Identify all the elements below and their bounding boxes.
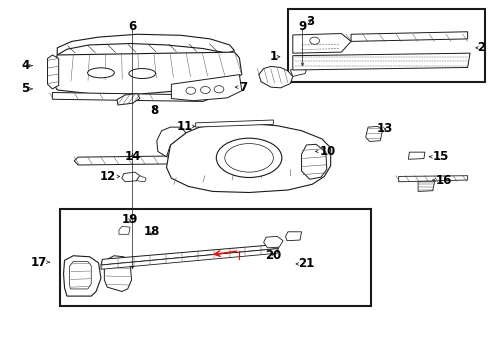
Polygon shape xyxy=(57,34,234,55)
Text: 2: 2 xyxy=(476,41,485,54)
Text: 8: 8 xyxy=(150,104,158,117)
Polygon shape xyxy=(119,226,130,234)
Text: 19: 19 xyxy=(122,213,138,226)
Polygon shape xyxy=(166,123,330,193)
Polygon shape xyxy=(263,237,283,248)
Polygon shape xyxy=(74,156,203,165)
Text: 4: 4 xyxy=(21,59,29,72)
Text: 15: 15 xyxy=(432,150,448,163)
Polygon shape xyxy=(52,93,207,102)
Text: 12: 12 xyxy=(99,170,115,183)
Polygon shape xyxy=(290,67,306,76)
Text: 16: 16 xyxy=(435,174,451,186)
Ellipse shape xyxy=(87,68,114,78)
Text: 21: 21 xyxy=(297,257,313,270)
Polygon shape xyxy=(157,127,185,157)
Text: 14: 14 xyxy=(124,150,141,163)
Polygon shape xyxy=(136,176,146,182)
Polygon shape xyxy=(407,152,424,159)
Bar xyxy=(60,208,370,306)
Polygon shape xyxy=(101,244,279,265)
Polygon shape xyxy=(47,55,59,89)
Polygon shape xyxy=(195,120,273,127)
Polygon shape xyxy=(69,261,91,289)
Text: 3: 3 xyxy=(305,14,313,27)
Polygon shape xyxy=(52,52,241,94)
Polygon shape xyxy=(171,75,241,101)
Text: 10: 10 xyxy=(319,145,335,158)
Polygon shape xyxy=(365,126,382,141)
Text: 1: 1 xyxy=(269,50,278,63)
Text: 17: 17 xyxy=(30,256,46,269)
Polygon shape xyxy=(104,256,131,292)
Polygon shape xyxy=(292,33,350,53)
Polygon shape xyxy=(122,172,140,182)
Polygon shape xyxy=(417,182,434,192)
Polygon shape xyxy=(350,32,467,41)
Ellipse shape xyxy=(216,138,281,177)
Ellipse shape xyxy=(129,68,155,78)
Polygon shape xyxy=(101,249,278,269)
Polygon shape xyxy=(301,144,326,179)
Polygon shape xyxy=(63,256,101,296)
Text: 9: 9 xyxy=(298,20,306,33)
Text: 11: 11 xyxy=(177,120,193,133)
Polygon shape xyxy=(398,176,467,182)
Text: 13: 13 xyxy=(376,122,392,135)
Text: 6: 6 xyxy=(128,20,136,33)
Circle shape xyxy=(200,86,210,94)
Polygon shape xyxy=(292,53,469,70)
Polygon shape xyxy=(258,66,292,88)
Text: 5: 5 xyxy=(21,82,29,95)
Circle shape xyxy=(214,86,224,93)
Bar xyxy=(287,9,484,82)
Polygon shape xyxy=(117,94,140,105)
Polygon shape xyxy=(285,232,301,241)
Text: 18: 18 xyxy=(143,225,160,238)
Text: 20: 20 xyxy=(264,248,281,261)
Circle shape xyxy=(185,87,195,94)
Text: 7: 7 xyxy=(239,81,247,94)
